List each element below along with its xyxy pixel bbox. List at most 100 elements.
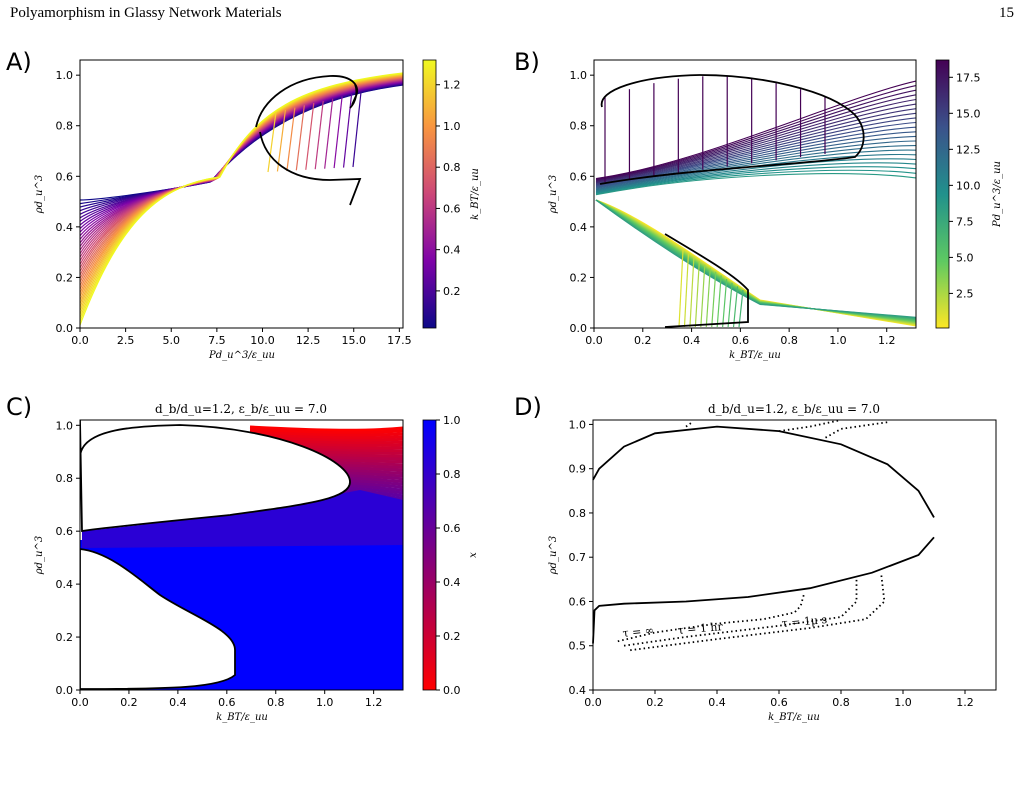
isobar-curve: [249, 428, 403, 435]
isobar-curve: [595, 199, 916, 327]
x-tick-label: 0.6: [732, 334, 750, 347]
chart-d-xlabel: k_BT/ε_uu: [768, 712, 820, 723]
x-tick-label: 0.6: [218, 696, 236, 709]
x-tick-label: 0.0: [71, 696, 89, 709]
isobar-curve: [595, 135, 916, 189]
isobar-curve: [595, 199, 916, 327]
chart-c-x-ticks: 0.0 0.2 0.4 0.6 0.8 1.0 1.2: [71, 690, 382, 709]
y-tick-label: 0.4: [56, 578, 74, 591]
colorbar-tick-label: 7.5: [956, 215, 974, 228]
tie-line: [314, 100, 324, 170]
chart-c-colorbar-label: x: [468, 552, 479, 558]
isobar-curve: [595, 140, 916, 190]
x-tick-label: 0.4: [169, 696, 187, 709]
isobar-curve: [595, 199, 916, 324]
running-title: Polyamorphism in Glassy Network Material…: [10, 5, 282, 21]
tie-line: [276, 109, 287, 172]
chart-d-line-solid: [592, 425, 935, 518]
colorbar-tick-label: 0.6: [443, 522, 461, 535]
tie-line: [694, 260, 700, 328]
x-tick-label: 1.0: [894, 696, 912, 709]
x-tick-label: 1.0: [829, 334, 847, 347]
colorbar-tick-label: 0.0: [443, 684, 461, 697]
chart-b-ylabel: ρd_u^3: [548, 175, 559, 214]
x-tick-label: 0.0: [585, 334, 603, 347]
tie-line: [700, 264, 706, 328]
colorbar-tick-label: 10.0: [956, 179, 981, 192]
chart-a-xlabel: Pd_u^3/ε_uu: [208, 350, 275, 361]
tie-line: [727, 282, 733, 328]
colorbar-tick-label: 2.5: [956, 287, 974, 300]
tie-line: [333, 96, 343, 169]
chart-b-frame: [593, 59, 917, 329]
isotherm-curve: [80, 78, 403, 265]
isobar-curve: [595, 199, 916, 326]
chart-a-y-ticks: 0.0 0.2 0.4 0.6 0.8 1.0: [56, 69, 80, 335]
tie-line: [678, 249, 684, 328]
chart-c-title: d_b/d_u=1.2, ε_b/ε_uu = 7.0: [155, 402, 327, 416]
colorbar-tick-label: 0.2: [443, 630, 461, 643]
colorbar-tick-label: 12.5: [956, 143, 981, 156]
colorbar-tick-label: 0.4: [443, 576, 461, 589]
isobar-curve: [595, 199, 916, 325]
isobar-curve: [595, 98, 916, 183]
x-tick-label: 1.2: [365, 696, 383, 709]
chart-d-line-dotted: [778, 419, 842, 432]
isobar-curve: [249, 425, 403, 432]
tie-line: [732, 286, 739, 328]
isotherm-curve: [80, 74, 403, 301]
isobar-curve: [595, 117, 916, 186]
chart-c-ylabel: ρd_u^3: [34, 536, 45, 575]
tie-line: [705, 268, 711, 328]
tie-line: [267, 111, 277, 173]
isobar-curve: [249, 433, 403, 440]
colorbar-tick-label: 1.0: [443, 414, 461, 427]
x-tick-label: 10.0: [250, 334, 275, 347]
isobar-curve: [595, 94, 916, 182]
chart-a-colorbar-label: k_BT/ε_uu: [470, 168, 481, 220]
y-tick-label: 0.6: [56, 170, 74, 183]
isobar-curve: [595, 89, 916, 181]
x-tick-label: 0.8: [267, 696, 285, 709]
y-tick-label: 0.4: [56, 221, 74, 234]
x-tick-label: 0.4: [708, 696, 726, 709]
y-tick-label: 1.0: [56, 69, 74, 82]
chart-c-curves: [80, 420, 403, 690]
y-tick-label: 0.8: [56, 120, 74, 133]
y-tick-label: 0.0: [56, 322, 74, 335]
isotherm-curve: [80, 76, 403, 286]
isobar-curve: [595, 199, 916, 326]
tie-line: [716, 275, 722, 328]
y-tick-label: 0.5: [569, 640, 587, 653]
chart-a-frame: [79, 59, 404, 329]
y-tick-label: 0.6: [56, 525, 74, 538]
chart-b-colorbar: [935, 59, 950, 329]
isotherm-curve: [80, 75, 403, 297]
isotherm-curve: [80, 77, 403, 272]
isobar-curve: [595, 131, 916, 188]
chart-c-xlabel: k_BT/ε_uu: [216, 712, 268, 723]
x-tick-label: 0.2: [646, 696, 664, 709]
chart-b-x-ticks: 0.0 0.2 0.4 0.6 0.8 1.0 1.2: [585, 328, 895, 347]
tie-line: [286, 107, 296, 171]
x-tick-label: 15.0: [341, 334, 366, 347]
x-tick-label: 17.5: [387, 334, 412, 347]
chart-d-annotation-tau-1us: τ = 1μ s: [781, 613, 828, 630]
isobar-curve: [595, 199, 916, 322]
chart-d-annotation-tau-1hr: τ = 1 hr: [677, 620, 724, 637]
panel-label-d: D): [514, 393, 542, 421]
isotherm-curve: [80, 75, 403, 294]
x-tick-label: 1.0: [316, 696, 334, 709]
chart-a-ylabel: ρd_u^3: [34, 175, 45, 214]
chart-c-y-ticks: 0.0 0.2 0.4 0.6 0.8 1.0: [56, 419, 80, 697]
chart-c: d_b/d_u=1.2, ε_b/ε_uu = 7.0 0.0 0.2 0.4 0.6…: [34, 402, 479, 723]
chart-d-ylabel: ρd_u^3: [548, 536, 559, 575]
chart-d-line-dotted: [825, 421, 888, 439]
chart-c-upper-boundary: [80, 420, 351, 533]
tie-line: [305, 103, 315, 170]
chart-b-coexistence-line: [599, 74, 865, 185]
transition-band: [82, 490, 403, 548]
x-tick-label: 0.2: [634, 334, 652, 347]
page-number: 15: [999, 5, 1014, 21]
